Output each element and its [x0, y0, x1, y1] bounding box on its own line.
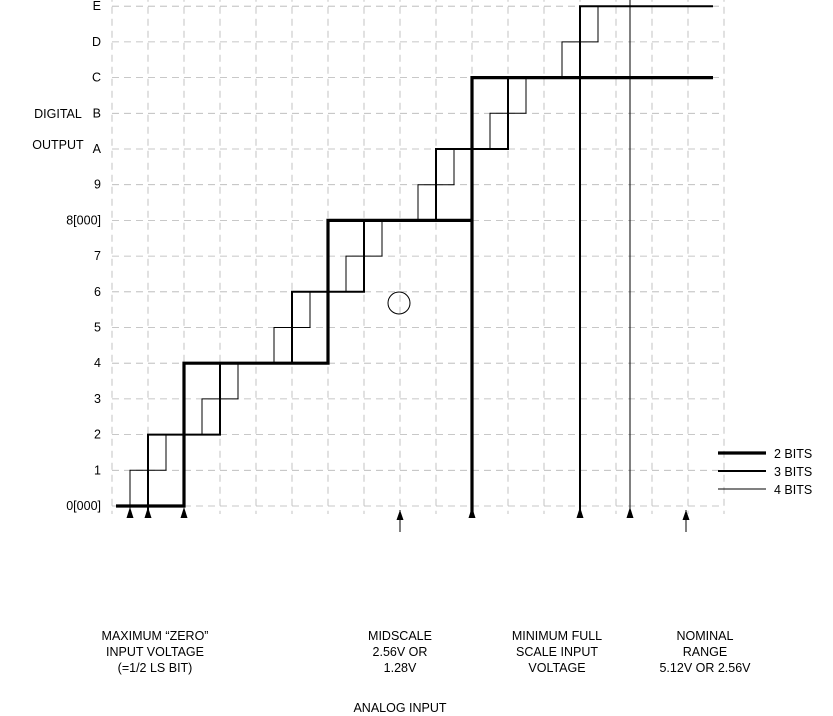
legend-label-2-bits: 2 BITS	[774, 447, 812, 461]
annotation-arrow	[682, 510, 690, 532]
y-tick-label: D	[92, 35, 101, 49]
annotation-full-scale: MINIMUM FULL SCALE INPUT VOLTAGE	[512, 629, 602, 675]
svg-text:VOLTAGE: VOLTAGE	[528, 661, 585, 675]
svg-text:INPUT VOLTAGE: INPUT VOLTAGE	[106, 645, 204, 659]
y-tick-label: 9	[94, 178, 101, 192]
x-axis-title: ANALOG INPUT	[353, 701, 446, 715]
y-tick-label: 3	[94, 392, 101, 406]
baseline-arrow	[180, 507, 188, 518]
annotation-arrow	[396, 510, 404, 532]
svg-text:1.28V: 1.28V	[384, 661, 417, 675]
baseline-arrow	[576, 507, 584, 518]
y-tick-label: 7	[94, 249, 101, 263]
staircase-2-bits	[116, 76, 713, 518]
baseline-arrow	[126, 507, 134, 518]
legend-label-3-bits: 3 BITS	[774, 465, 812, 479]
y-tick-label: 0[000]	[66, 499, 101, 513]
baseline-arrow	[144, 507, 152, 518]
svg-text:RANGE: RANGE	[683, 645, 727, 659]
baseline-arrow	[468, 507, 476, 518]
annotation-nominal: NOMINAL RANGE 5.12V OR 2.56V	[659, 629, 751, 675]
baseline-arrow	[626, 507, 634, 518]
y-tick-label: 8[000]	[66, 213, 101, 227]
legend: 2 BITS 3 BITS 4 BITS	[718, 447, 812, 497]
y-tick-label: B	[93, 106, 101, 120]
svg-text:2.56V OR: 2.56V OR	[373, 645, 428, 659]
svg-text:SCALE INPUT: SCALE INPUT	[516, 645, 598, 659]
staircase-3-bits	[147, 5, 713, 518]
y-tick-label: A	[93, 142, 102, 156]
svg-text:NOMINAL: NOMINAL	[677, 629, 734, 643]
y-tick-label: 6	[94, 285, 101, 299]
y-axis-title-line2: OUTPUT	[32, 138, 84, 152]
annotation-zero: MAXIMUM “ZERO” INPUT VOLTAGE (=1/2 LS BI…	[102, 629, 209, 675]
svg-text:5.12V OR 2.56V: 5.12V OR 2.56V	[659, 661, 751, 675]
legend-label-4-bits: 4 BITS	[774, 483, 812, 497]
y-tick-label: E	[93, 0, 101, 13]
svg-text:(=1/2 LS BIT): (=1/2 LS BIT)	[118, 661, 193, 675]
y-tick-label: 2	[94, 428, 101, 442]
y-tick-label: 1	[94, 463, 101, 477]
svg-text:MINIMUM FULL: MINIMUM FULL	[512, 629, 602, 643]
svg-text:MAXIMUM “ZERO”: MAXIMUM “ZERO”	[102, 629, 209, 643]
svg-text:MIDSCALE: MIDSCALE	[368, 629, 432, 643]
y-tick-label: 5	[94, 321, 101, 335]
annotation-midscale: MIDSCALE 2.56V OR 1.28V	[368, 629, 432, 675]
y-tick-label: 4	[94, 356, 101, 370]
y-tick-label: C	[92, 71, 101, 85]
midscale-marker-circle	[387, 291, 411, 315]
y-axis-title-line1: DIGITAL	[34, 107, 82, 121]
input-arrows	[126, 507, 690, 532]
